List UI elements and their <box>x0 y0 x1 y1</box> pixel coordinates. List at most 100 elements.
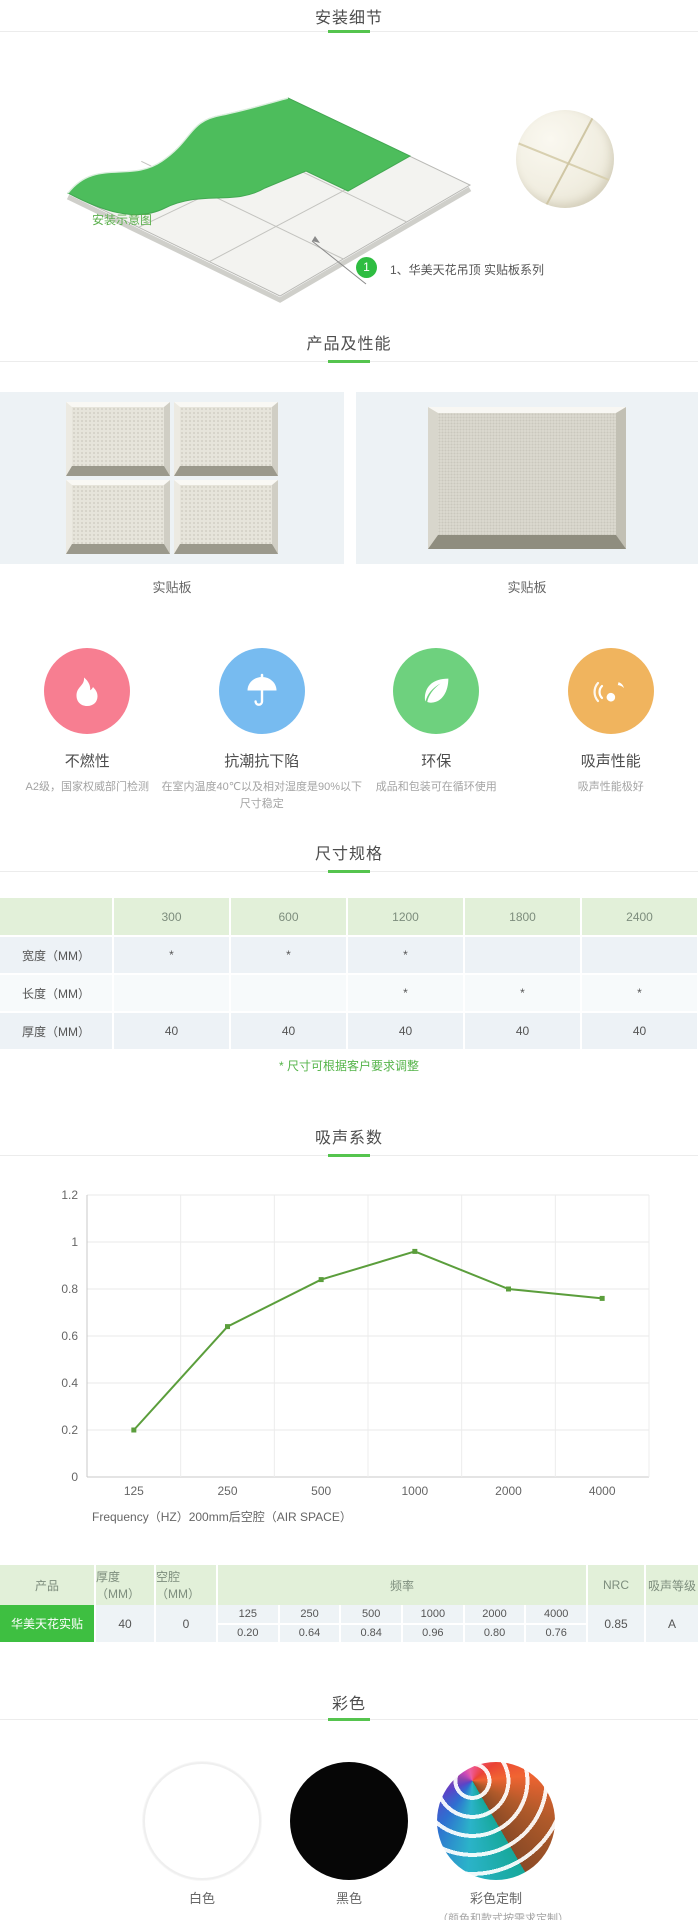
feature-sound-absorption: 吸声性能 吸声性能极好 <box>524 648 698 813</box>
svg-text:4000: 4000 <box>589 1484 616 1498</box>
cell: * <box>114 937 229 973</box>
svg-text:0.6: 0.6 <box>61 1329 78 1343</box>
ceiling-installation-diagram <box>66 97 472 303</box>
color-swatch-white <box>143 1762 261 1880</box>
section-divider <box>0 870 698 873</box>
swatch-label: 白色 <box>188 1891 215 1906</box>
color-swatch-black <box>290 1762 408 1880</box>
feature-desc: 吸声性能极好 <box>577 781 644 793</box>
swatch-label: 黑色 <box>335 1891 362 1906</box>
table-header-row: 产品 厚度（MM） 空腔（MM） 频率 NRC 吸声等级 <box>0 1565 698 1605</box>
freq-cell: 2000 <box>464 1605 525 1623</box>
coef-cell: 0.96 <box>403 1624 463 1642</box>
flame-icon <box>76 677 98 706</box>
cell <box>582 937 697 973</box>
cell: * <box>465 975 580 1011</box>
green-accent-bar <box>328 870 370 873</box>
bevel-tile <box>66 480 170 554</box>
panel-edge-highlight <box>67 97 289 194</box>
feature-desc: 在室内温度40℃以及相对湿度是90%以下 尺寸稳定 <box>161 779 362 813</box>
nrc-cell: 0.85 <box>588 1605 644 1642</box>
feature-desc-line2: 尺寸稳定 <box>239 798 284 810</box>
tile-joint-line <box>516 135 614 189</box>
cell: 40 <box>114 1013 229 1049</box>
grade-cell: A <box>646 1605 698 1642</box>
coef-cell: 0.76 <box>526 1624 587 1642</box>
coef-cell: 0.20 <box>218 1624 278 1642</box>
cell: 40 <box>231 1013 346 1049</box>
bevel-tile <box>174 402 278 476</box>
svg-text:0.4: 0.4 <box>61 1376 78 1390</box>
section-divider <box>0 360 698 363</box>
music-note-icon <box>593 681 624 703</box>
cavity-cell: 0 <box>156 1605 216 1642</box>
header-cell <box>0 898 112 935</box>
ceiling-edge-shadow <box>66 186 472 303</box>
header-cell: 600 <box>231 898 346 935</box>
feature-title: 环保 <box>421 753 452 770</box>
table-row-thickness: 厚度（MM） 40 40 40 40 40 <box>0 1013 698 1049</box>
cell <box>114 975 229 1011</box>
callout-badge-1: 1 <box>356 257 377 278</box>
bevel-tile <box>174 480 278 554</box>
header-cell: 1200 <box>348 898 463 935</box>
size-spec-table: 300 600 1200 1800 2400 宽度（MM） * * * 长度（M… <box>0 898 698 1051</box>
cell: 40 <box>348 1013 463 1049</box>
flame-icon <box>44 648 131 734</box>
svg-text:0.2: 0.2 <box>61 1423 78 1437</box>
feature-title: 吸声性能 <box>580 753 641 770</box>
header-cell: 频率 <box>218 1565 586 1605</box>
green-accent-bar <box>328 1154 370 1157</box>
product-photo-panel <box>356 392 698 564</box>
header-cell: 1800 <box>465 898 580 935</box>
product-photo-panel <box>0 392 344 564</box>
feature-fireproof: 不燃性 A2级，国家权威部门检测 <box>0 648 175 813</box>
umbrella-icon <box>247 673 277 706</box>
table-row-length: 长度（MM） * * * <box>0 975 698 1011</box>
callout-arrow <box>311 236 367 285</box>
cell: * <box>582 975 697 1011</box>
swatch-label-text: 彩色定制 <box>469 1891 522 1906</box>
swatch-sublabel: （颜色和款式按需求定制） <box>437 1913 569 1920</box>
svg-text:1000: 1000 <box>401 1484 428 1498</box>
feature-moisture-resistant: 抗潮抗下陷 在室内温度40℃以及相对湿度是90%以下 尺寸稳定 <box>161 648 362 813</box>
row-label: 宽度（MM） <box>0 937 112 973</box>
feature-desc-line1: 在室内温度40℃以及相对湿度是90%以下 <box>161 781 363 793</box>
freq-cell: 4000 <box>526 1605 587 1623</box>
product-photo-tiles-2x2 <box>66 402 278 554</box>
header-cell: NRC <box>588 1565 644 1605</box>
table-row-width: 宽度（MM） * * * <box>0 937 698 973</box>
section-divider <box>0 1718 698 1721</box>
cell: 40 <box>582 1013 697 1049</box>
header-cell: 产品 <box>0 1565 94 1605</box>
leaf-icon <box>425 678 449 703</box>
coef-cell: 0.64 <box>279 1624 340 1642</box>
bevel-tile <box>66 402 170 476</box>
cell: * <box>348 937 463 973</box>
green-accent-bar <box>328 1718 370 1721</box>
green-accent-bar <box>328 360 370 363</box>
svg-text:1: 1 <box>71 1235 78 1249</box>
acoustic-data-table: 产品 厚度（MM） 空腔（MM） 频率 NRC 吸声等级 华美天花实贴 40 0… <box>0 1565 698 1642</box>
svg-text:500: 500 <box>311 1484 331 1498</box>
color-swatches <box>0 1762 698 1880</box>
freq-cell: 125 <box>218 1605 278 1623</box>
feature-list: 不燃性 A2级，国家权威部门检测 抗潮抗下陷 在室内温度40℃以及相对湿度是90… <box>0 648 698 813</box>
umbrella-icon <box>218 648 305 734</box>
header-cell: 2400 <box>582 898 697 935</box>
chart-x-axis-caption: Frequency（HZ）200mm后空腔（AIR SPACE） <box>92 1510 352 1524</box>
callout-label: 1、华美天花吊顶 实贴板系列 <box>390 263 545 277</box>
feature-desc: 成品和包装可在循环使用 <box>375 781 497 793</box>
section-divider <box>0 30 698 33</box>
feature-title: 抗潮抗下陷 <box>224 753 300 770</box>
section-title-colors: 彩色 <box>331 1696 366 1713</box>
product-photo-single-tile <box>428 407 626 549</box>
thickness-cell: 40 <box>96 1605 154 1642</box>
row-label: 厚度（MM） <box>0 1013 112 1049</box>
svg-text:125: 125 <box>124 1484 144 1498</box>
color-swatch-labels: 白色 黑色 彩色定制 （颜色和款式按需求定制） <box>0 1888 698 1920</box>
coefficient-values-subrow: 0.20 0.64 0.84 0.96 0.80 0.76 <box>218 1624 587 1642</box>
header-cell: 空腔（MM） <box>156 1565 216 1605</box>
freq-cell: 500 <box>341 1605 402 1623</box>
freq-cell: 250 <box>279 1605 340 1623</box>
